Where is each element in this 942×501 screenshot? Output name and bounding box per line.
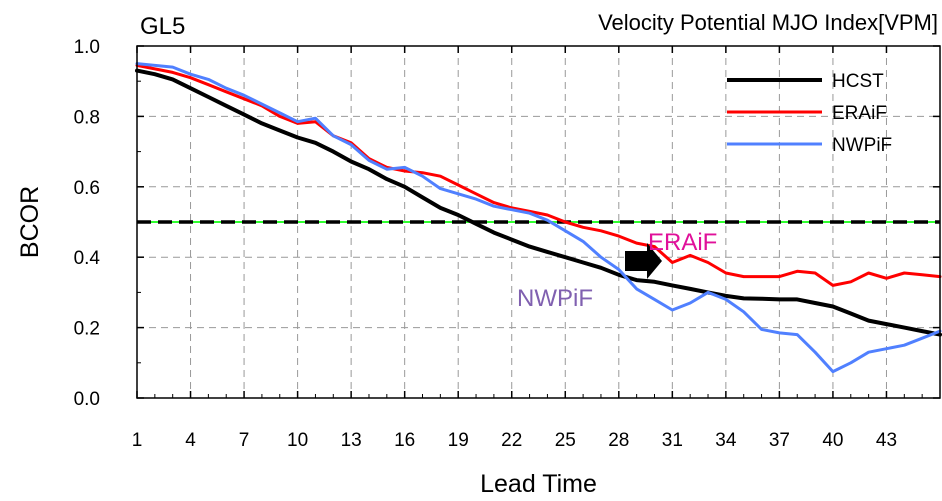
chart-title-left: GL5 bbox=[140, 13, 185, 40]
annotations: ERAiF NWPiF bbox=[517, 229, 717, 312]
x-tick-label: 37 bbox=[769, 430, 790, 451]
legend: HCST ERAiF NWPiF bbox=[727, 71, 892, 156]
legend-label-eraif: ERAiF bbox=[832, 103, 887, 124]
y-tick-label: 0.4 bbox=[74, 248, 101, 269]
legend-label-nwpif: NWPiF bbox=[832, 135, 892, 156]
y-tick-label: 0.6 bbox=[74, 178, 100, 199]
x-tick-label: 28 bbox=[608, 430, 629, 451]
x-tick-label: 25 bbox=[555, 430, 576, 451]
annotation-arrow-icon bbox=[625, 243, 662, 279]
x-tick-label: 22 bbox=[501, 430, 522, 451]
x-tick-label: 43 bbox=[876, 430, 897, 451]
x-tick-label: 40 bbox=[822, 430, 843, 451]
y-tick-label: 0.0 bbox=[74, 389, 100, 410]
y-axis-title: BCOR bbox=[16, 186, 44, 258]
y-tick-label: 1.0 bbox=[74, 37, 100, 58]
y-tick-label: 0.8 bbox=[74, 107, 100, 128]
legend-label-hcst: HCST bbox=[832, 71, 884, 92]
series-line-nwpif bbox=[135, 62, 942, 374]
x-tick-label: 16 bbox=[394, 430, 415, 451]
series-line-hcst bbox=[135, 68, 942, 337]
x-tick-label: 13 bbox=[341, 430, 362, 451]
x-tick-label: 10 bbox=[287, 430, 308, 451]
chart-title-right: Velocity Potential MJO Index[VPM] bbox=[598, 10, 938, 35]
x-tick-label: 1 bbox=[132, 430, 143, 451]
x-tick-label: 31 bbox=[662, 430, 683, 451]
x-tick-label: 19 bbox=[448, 430, 469, 451]
y-tick-label: 0.2 bbox=[74, 319, 100, 340]
x-tick-label: 34 bbox=[715, 430, 737, 451]
x-tick-label: 4 bbox=[185, 430, 196, 451]
annotation-label-eraif: ERAiF bbox=[648, 229, 717, 256]
x-tick-label: 7 bbox=[239, 430, 250, 451]
grid bbox=[137, 46, 940, 398]
series-line-eraif bbox=[135, 63, 942, 287]
x-axis-title: Lead Time bbox=[480, 470, 597, 498]
series-lines bbox=[135, 62, 942, 374]
axis-ticks: 1 4 7 10 13 16 19 22 25 28 31 34 37 40 43 0.0 0.2 0.4 0.6 0… bbox=[74, 37, 941, 451]
annotation-label-nwpif: NWPiF bbox=[517, 285, 593, 312]
